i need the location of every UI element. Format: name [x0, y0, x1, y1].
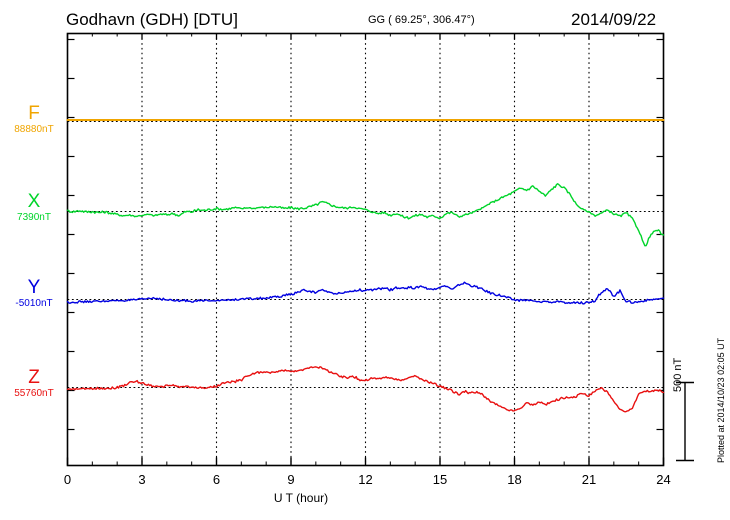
data-traces [66, 119, 665, 413]
x-axis-title: U T (hour) [0, 491, 730, 505]
component-baseline-F: 88880nT [14, 124, 54, 135]
x-axis-tick-18: 18 [507, 472, 522, 487]
x-axis-tick-15: 15 [432, 472, 448, 487]
component-baseline-Y: -5010nT [15, 298, 53, 309]
component-label-F: F 88880nT [2, 104, 66, 136]
component-label-Y: Y -5010nT [2, 278, 66, 310]
x-axis-tick-24: 24 [656, 472, 671, 487]
component-symbol-F: F [28, 103, 40, 124]
x-axis-tick-0: 0 [63, 472, 72, 487]
component-baseline-X: 7390nT [17, 212, 51, 223]
x-axis-tick-9: 9 [287, 472, 295, 487]
component-baseline-Z: 55760nT [14, 388, 54, 399]
component-symbol-Y: Y [27, 277, 41, 298]
x-axis-tick-12: 12 [358, 472, 373, 487]
component-label-Z: Z 55760nT [2, 368, 66, 400]
plotted-at-timestamp: Plotted at 2014/10/23 02:05 UT [716, 337, 726, 463]
x-axis-tick-3: 3 [138, 472, 146, 487]
geographic-coordinates: GG ( 69.25°, 306.47°) [368, 14, 475, 26]
scale-bar [676, 381, 694, 462]
component-symbol-X: X [27, 191, 41, 212]
x-axis-title-text: U T (hour) [273, 491, 329, 505]
x-axis-tick-21: 21 [581, 472, 597, 487]
plot-frame [66, 32, 665, 467]
component-label-X: X 7390nT [2, 192, 66, 224]
x-axis-tick-6: 6 [212, 472, 221, 487]
scale-bar-label: 500 nT [672, 357, 684, 392]
gridlines [141, 33, 590, 466]
component-symbol-Z: Z [28, 367, 40, 388]
observation-date: 2014/09/22 [571, 10, 657, 29]
page-title: Godhavn (GDH) [DTU] [66, 10, 238, 29]
